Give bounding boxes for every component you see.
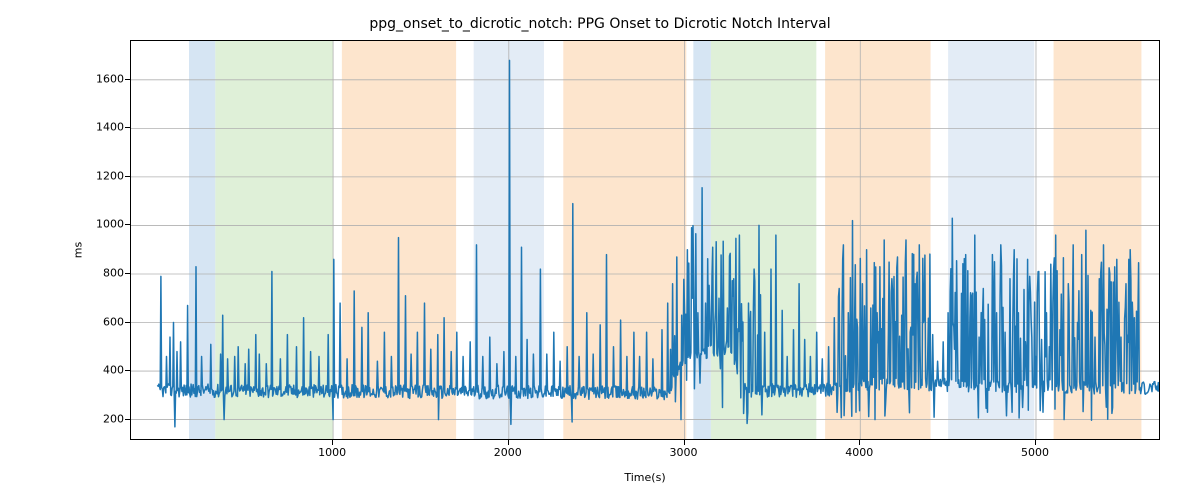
ytick-label: 200 [103,412,124,425]
ytick-mark [125,224,130,225]
xtick-label: 3000 [670,446,698,459]
ytick-label: 1200 [96,169,124,182]
x-axis-label: Time(s) [130,471,1160,484]
plot-area [131,41,1159,439]
ytick-label: 1000 [96,218,124,231]
xtick-label: 4000 [845,446,873,459]
xtick-label: 5000 [1021,446,1049,459]
ytick-mark [125,273,130,274]
xtick-mark [684,440,685,445]
ytick-label: 600 [103,315,124,328]
ytick-label: 400 [103,364,124,377]
ytick-label: 1400 [96,121,124,134]
chart-title: ppg_onset_to_dicrotic_notch: PPG Onset t… [0,16,1200,32]
ytick-mark [125,370,130,371]
ytick-label: 1600 [96,72,124,85]
ytick-mark [125,322,130,323]
xtick-mark [1035,440,1036,445]
plot-svg [131,41,1159,439]
chart-axes [130,40,1160,440]
ytick-mark [125,419,130,420]
xtick-label: 1000 [318,446,346,459]
ytick-label: 800 [103,266,124,279]
ytick-mark [125,176,130,177]
ytick-mark [125,79,130,80]
xtick-mark [859,440,860,445]
ytick-mark [125,127,130,128]
y-axis-label: ms [72,242,85,258]
xtick-mark [332,440,333,445]
shaded-region [1054,41,1142,439]
figure: ppg_onset_to_dicrotic_notch: PPG Onset t… [0,0,1200,500]
shaded-region [215,41,333,439]
xtick-label: 2000 [494,446,522,459]
xtick-mark [508,440,509,445]
